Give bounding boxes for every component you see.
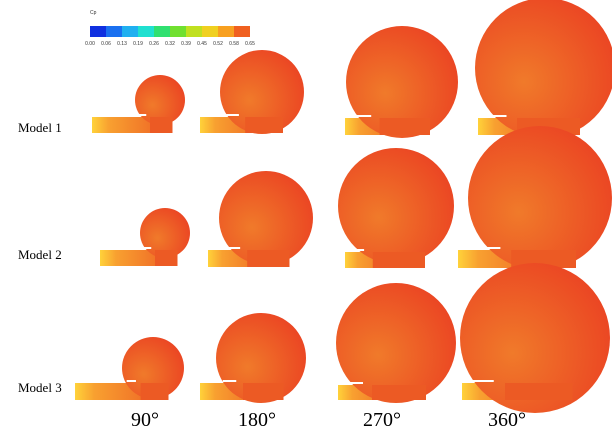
volute xyxy=(468,126,612,270)
legend-title: Cp xyxy=(90,10,97,16)
volute-base xyxy=(505,383,573,400)
colorbar-segment xyxy=(186,26,202,37)
column-label: 270° xyxy=(363,409,401,431)
colorbar-segment xyxy=(202,26,218,37)
colorbar-tick-label: 0.00 xyxy=(85,41,95,47)
colorbar-tick-label: 0.19 xyxy=(133,41,143,47)
colorbar-tick-label: 0.26 xyxy=(149,41,159,47)
colorbar-segment xyxy=(234,26,250,37)
volute xyxy=(135,75,185,125)
row-label: Model 3 xyxy=(18,380,62,395)
outlet-tube xyxy=(100,250,165,266)
volute-base xyxy=(155,250,178,266)
colorbar-segment xyxy=(90,26,106,37)
colorbar-tick-label: 0.45 xyxy=(197,41,207,47)
colorbar-tick-label: 0.52 xyxy=(213,41,223,47)
column-label: 180° xyxy=(238,409,276,431)
colorbar-tick-label: 0.13 xyxy=(117,41,127,47)
volute-base xyxy=(243,383,284,400)
colorbar-segment xyxy=(138,26,154,37)
volute xyxy=(475,0,612,138)
outlet-tube xyxy=(92,117,160,133)
column-label: 360° xyxy=(488,409,526,431)
volute xyxy=(220,50,304,134)
colorbar-tick-label: 0.32 xyxy=(165,41,175,47)
volute-base xyxy=(372,385,426,400)
volute xyxy=(460,263,610,413)
volute xyxy=(140,208,190,258)
colorbar-segment xyxy=(106,26,122,37)
colorbar-tick-label: 0.65 xyxy=(245,41,255,47)
volute xyxy=(219,171,313,265)
volute xyxy=(216,313,306,403)
volute xyxy=(338,148,454,264)
colorbar-segment xyxy=(218,26,234,37)
colorbar-segment xyxy=(122,26,138,37)
colorbar-tick-label: 0.06 xyxy=(101,41,111,47)
column-label: 90° xyxy=(131,409,159,431)
volute-base xyxy=(245,117,283,133)
volute xyxy=(336,283,456,403)
colorbar-tick-label: 0.58 xyxy=(229,41,239,47)
colorbar-tick-label: 0.39 xyxy=(181,41,191,47)
colorbar-segment xyxy=(170,26,186,37)
volute-base xyxy=(379,118,430,135)
colorbar-segment xyxy=(154,26,170,37)
row-label: Model 1 xyxy=(18,120,62,135)
colorbar: 0.00 0.06 0.13 0.19 0.26 0.32 0.39 0.45 0.52 0.58… xyxy=(85,26,255,47)
volute-base xyxy=(140,383,169,400)
contours xyxy=(75,0,612,413)
volute-base xyxy=(150,117,173,133)
row-label: Model 2 xyxy=(18,247,62,262)
volute xyxy=(346,26,458,138)
volute-base xyxy=(372,252,425,268)
volute-base xyxy=(247,250,290,267)
